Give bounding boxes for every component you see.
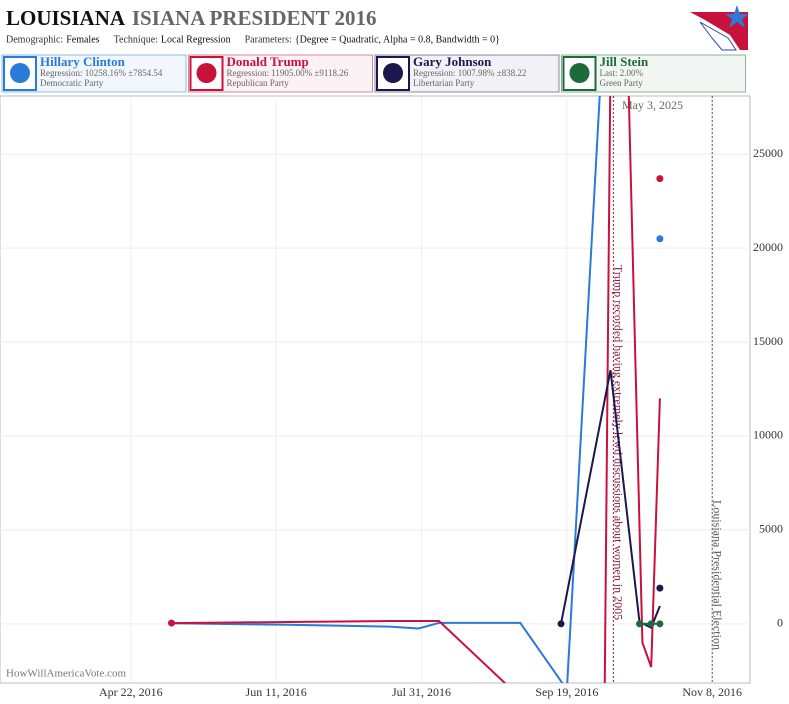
source: HowWillAmericaVote.com [6,668,126,680]
legend-party: Democratic Party [40,78,104,88]
legend-name: Donald Trump [227,54,309,69]
x-tick-label: Jul 31, 2016 [392,685,451,699]
y-tick-label: 25000 [753,146,783,160]
marker [557,620,565,628]
x-tick-label: Apr 22, 2016 [99,685,163,699]
legend-icon-mark [196,63,217,83]
marker [656,235,664,243]
y-tick-label: 5000 [759,522,783,536]
subtitle-value: {Degree = Quadratic, Alpha = 0.8, Bandwi… [295,34,500,45]
marker [656,584,664,592]
x-tick-label: Sep 19, 2016 [535,685,598,699]
legend-name: Jill Stein [600,54,650,69]
legend-name: Hillary Clinton [40,54,126,69]
marker [168,619,176,627]
marker [636,620,644,628]
subtitle-value: Females [66,34,99,45]
marker [647,620,655,628]
series-group [168,96,664,683]
logo [690,5,749,51]
legend-detail: Regression: 10258.16% ±7854.54 [40,68,163,78]
legend-party: Republican Party [227,78,290,88]
subtitle-label: Demographic: [6,34,63,45]
chart-title: LOUISIANA [6,6,126,30]
subtitle-label: Parameters: [245,34,292,45]
subtitle-value: Local Regression [161,34,231,45]
legend-name: Gary Johnson [413,54,492,69]
y-tick-label: 20000 [753,240,783,254]
legend-detail: Last: 2.00% [600,68,644,78]
y-tick-label: 10000 [753,428,783,442]
date: May 3, 2025 [622,98,683,112]
marker [656,175,664,183]
chart-title-suffix: ISIANA PRESIDENT 2016 [132,6,377,30]
subtitle-label: Technique: [114,34,158,45]
annotation-text: Louisiana Presidential Election [710,500,724,650]
legend-icon-mark [10,63,30,83]
legend-party: Libertarian Party [413,78,475,88]
y-tick-label: 0 [777,616,783,630]
plot-area [0,95,751,684]
x-tick-label: Nov 8, 2016 [682,685,742,699]
legend-party: Green Party [600,78,644,88]
legend-detail: Regression: 1007.98% ±838.22 [413,68,526,78]
x-tick-label: Jun 11, 2016 [246,685,307,699]
series-line [171,96,661,683]
legend-icon-mark [569,63,590,83]
series-line [171,96,601,683]
legend-icon-mark [383,63,403,83]
marker [656,620,664,628]
legend-detail: Regression: 11905.00% ±9118.26 [227,68,349,78]
y-tick-label: 15000 [753,334,783,348]
